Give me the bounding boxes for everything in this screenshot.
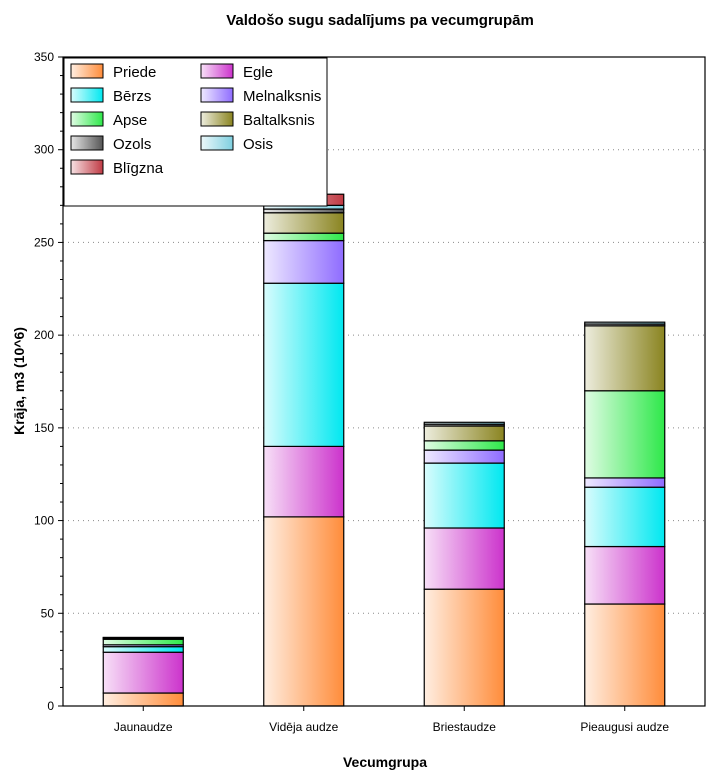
x-tick-label: Vidēja audze [269,720,338,734]
bar-videja-audze-egle [263,445,345,518]
legend-label-bligzna: Blīgzna [113,160,164,177]
bar-briestaudze-baltalksnis [423,425,505,442]
x-axis-title: Vecumgrupa [343,754,427,770]
legend-label-priede: Priede [113,64,156,81]
bar-pieaugusi-audze-osis [584,321,666,325]
y-tick-label: 150 [34,421,54,435]
legend-swatch-egle [200,63,234,79]
bar-videja-audze-melnalksnis [263,239,345,284]
bar-briestaudze-egle [423,527,505,590]
bar-videja-audze-priede [263,516,345,707]
y-axis: 0 50 100 150 200 250 300 350 [34,50,63,713]
x-axis: Jaunaudze Vidēja audze Briestaudze Pieaugus… [114,706,669,734]
legend-swatch-apse [70,111,104,127]
legend-label-osis: Osis [243,136,273,153]
legend-swatch-bligzna [70,159,104,175]
bar-jaunaudze-berzs [102,646,184,653]
bar-briestaudze-priede [423,588,505,707]
y-tick-label: 200 [34,328,54,342]
legend-box [63,57,328,207]
y-tick-label: 100 [34,514,54,528]
legend-swatch-ozols [70,135,104,151]
legend: Priede Egle Bērzs Melnalksnis Apse Baltalksni… [63,57,328,207]
legend-label-berzs: Bērzs [113,88,151,105]
x-tick-label: Pieaugusi audze [580,720,669,734]
y-axis-title: Krāja, m3 (10^6) [11,327,27,435]
x-tick-label: Briestaudze [433,720,497,734]
legend-label-baltalksnis: Baltalksnis [243,112,315,129]
y-tick-label: 250 [34,235,54,249]
bar-briestaudze-apse [423,440,505,451]
bar-briestaudze-berzs [423,462,505,529]
bar-videja-audze-apse [263,232,345,242]
legend-swatch-osis [200,135,234,151]
bar-jaunaudze-egle [102,651,184,694]
y-tick-label: 50 [41,606,55,620]
bar-pieaugusi-audze-apse [584,390,666,479]
bar-briestaudze-osis [423,421,505,425]
legend-swatch-priede [70,63,104,79]
plot-frame [62,56,706,707]
bar-pieaugusi-audze-berzs [584,486,666,548]
bar-pieaugusi-audze-egle [584,545,666,605]
legend-label-melnalksnis: Melnalksnis [243,88,321,105]
legend-label-ozols: Ozols [113,136,151,153]
bar-jaunaudze-apse [102,638,184,646]
bar-pieaugusi-audze-melnalksnis [584,477,666,488]
bar-pieaugusi-audze-priede [584,603,666,707]
bar-pieaugusi-audze-baltalksnis [584,325,666,392]
legend-swatch-berzs [70,87,104,103]
legend-swatch-melnalksnis [200,87,234,103]
bar-videja-audze-baltalksnis [263,212,345,234]
legend-swatch-baltalksnis [200,111,234,127]
legend-label-egle: Egle [243,64,273,81]
bar-videja-audze-berzs [263,282,345,448]
y-tick-label: 350 [34,50,54,64]
bar-jaunaudze-priede [102,692,184,707]
bars [102,193,666,707]
x-tick-label: Jaunaudze [114,720,173,734]
y-tick-label: 0 [47,699,54,713]
y-tick-label: 300 [34,143,54,157]
bar-briestaudze-melnalksnis [423,449,505,464]
legend-label-apse: Apse [113,112,147,129]
chart-title: Valdošo sugu sadalījums pa vecumgrupām [226,12,534,29]
